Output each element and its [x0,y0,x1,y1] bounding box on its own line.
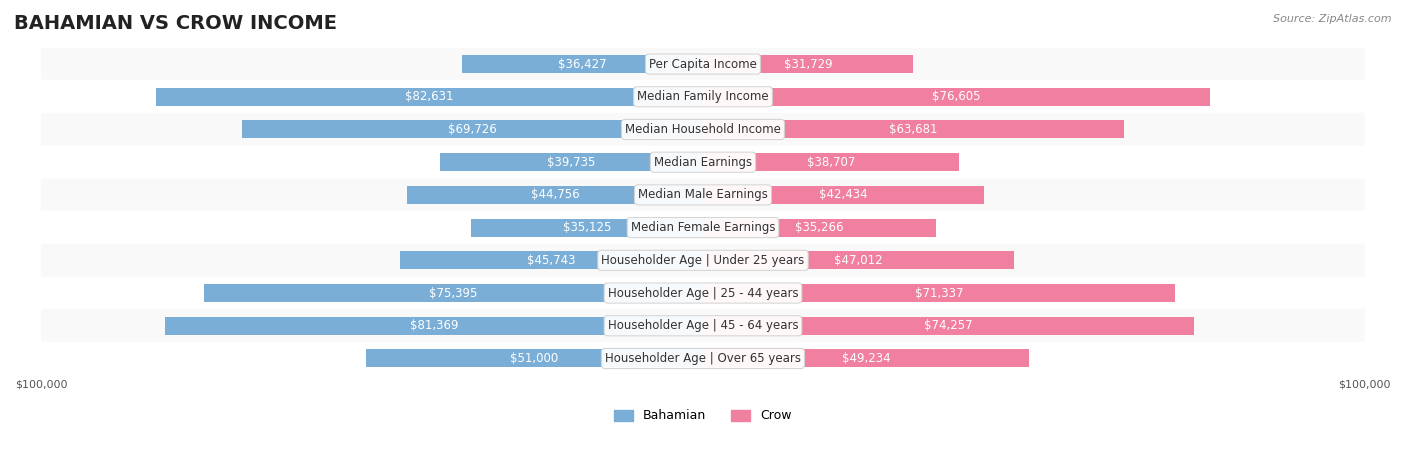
Bar [156,88,703,106]
Bar [703,88,1211,106]
Bar [41,80,1365,113]
Bar [463,55,703,73]
Text: Median Earnings: Median Earnings [654,156,752,169]
Text: $45,743: $45,743 [527,254,576,267]
Bar [703,251,1014,269]
Bar [703,219,936,237]
Text: $38,707: $38,707 [807,156,855,169]
Text: Householder Age | 45 - 64 years: Householder Age | 45 - 64 years [607,319,799,333]
Text: Median Male Earnings: Median Male Earnings [638,188,768,201]
Text: Householder Age | 25 - 44 years: Householder Age | 25 - 44 years [607,287,799,299]
Bar [41,146,1365,178]
Bar [41,178,1365,211]
Bar [41,277,1365,310]
Text: $69,726: $69,726 [449,123,496,136]
Text: $35,125: $35,125 [562,221,612,234]
Text: Source: ZipAtlas.com: Source: ZipAtlas.com [1274,14,1392,24]
Text: $47,012: $47,012 [834,254,883,267]
Bar [204,284,703,302]
Bar [41,310,1365,342]
Bar [401,251,703,269]
Legend: Bahamian, Crow: Bahamian, Crow [609,404,797,427]
Text: Per Capita Income: Per Capita Income [650,57,756,71]
Text: $44,756: $44,756 [530,188,579,201]
Bar [703,186,984,204]
Bar [41,244,1365,277]
Text: $82,631: $82,631 [405,90,454,103]
Bar [41,48,1365,80]
Text: $35,266: $35,266 [796,221,844,234]
Bar [165,317,703,335]
Text: Median Female Earnings: Median Female Earnings [631,221,775,234]
Text: Median Household Income: Median Household Income [626,123,780,136]
Bar [703,284,1175,302]
Bar [703,317,1194,335]
Bar [41,211,1365,244]
Text: $39,735: $39,735 [547,156,596,169]
Text: $42,434: $42,434 [820,188,868,201]
Text: $51,000: $51,000 [510,352,558,365]
Text: $36,427: $36,427 [558,57,607,71]
Bar [703,55,912,73]
Text: $76,605: $76,605 [932,90,981,103]
Bar [41,113,1365,146]
Text: Householder Age | Over 65 years: Householder Age | Over 65 years [605,352,801,365]
Text: $81,369: $81,369 [409,319,458,333]
Text: $49,234: $49,234 [842,352,890,365]
Text: Median Family Income: Median Family Income [637,90,769,103]
Text: $74,257: $74,257 [924,319,973,333]
Bar [440,153,703,171]
Bar [471,219,703,237]
Text: Householder Age | Under 25 years: Householder Age | Under 25 years [602,254,804,267]
Text: $63,681: $63,681 [890,123,938,136]
Bar [703,349,1029,368]
Bar [41,342,1365,375]
Text: $31,729: $31,729 [783,57,832,71]
Text: $75,395: $75,395 [429,287,478,299]
Text: $71,337: $71,337 [915,287,963,299]
Text: BAHAMIAN VS CROW INCOME: BAHAMIAN VS CROW INCOME [14,14,337,33]
Bar [366,349,703,368]
Bar [242,120,703,139]
Bar [703,120,1125,139]
Bar [703,153,959,171]
Bar [406,186,703,204]
